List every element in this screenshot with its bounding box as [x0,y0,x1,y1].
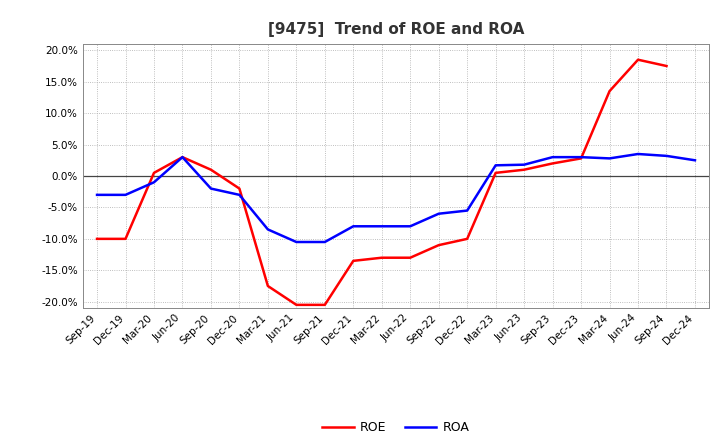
ROA [292,239,301,245]
ROA [520,162,528,167]
ROA [207,186,215,191]
ROA [93,192,102,198]
ROE [577,156,585,161]
ROE [150,170,158,176]
ROA [320,239,329,245]
ROA [662,153,671,158]
ROA [377,224,386,229]
ROA [577,154,585,160]
ROA [434,211,443,216]
ROE [235,186,243,191]
ROE [549,161,557,166]
ROE [264,283,272,289]
Line: ROE: ROE [97,60,667,305]
ROA [690,158,699,163]
ROA [150,180,158,185]
ROE [434,242,443,248]
Text: [9475]  Trend of ROE and ROA: [9475] Trend of ROE and ROA [268,22,524,37]
Line: ROA: ROA [97,154,695,242]
ROE [491,170,500,176]
ROA [406,224,415,229]
ROE [93,236,102,242]
ROE [377,255,386,260]
Legend: ROE, ROA: ROE, ROA [318,416,474,439]
ROA [349,224,358,229]
ROE [606,88,614,94]
ROA [634,151,642,157]
ROA [463,208,472,213]
ROA [235,192,243,198]
ROE [207,167,215,172]
ROE [520,167,528,172]
ROE [349,258,358,264]
ROE [292,302,301,308]
ROA [606,156,614,161]
ROA [491,163,500,168]
ROE [662,63,671,69]
ROE [121,236,130,242]
ROA [178,154,186,160]
ROE [634,57,642,62]
ROE [406,255,415,260]
ROE [320,302,329,308]
ROE [463,236,472,242]
ROA [264,227,272,232]
ROA [549,154,557,160]
ROA [121,192,130,198]
ROE [178,154,186,160]
